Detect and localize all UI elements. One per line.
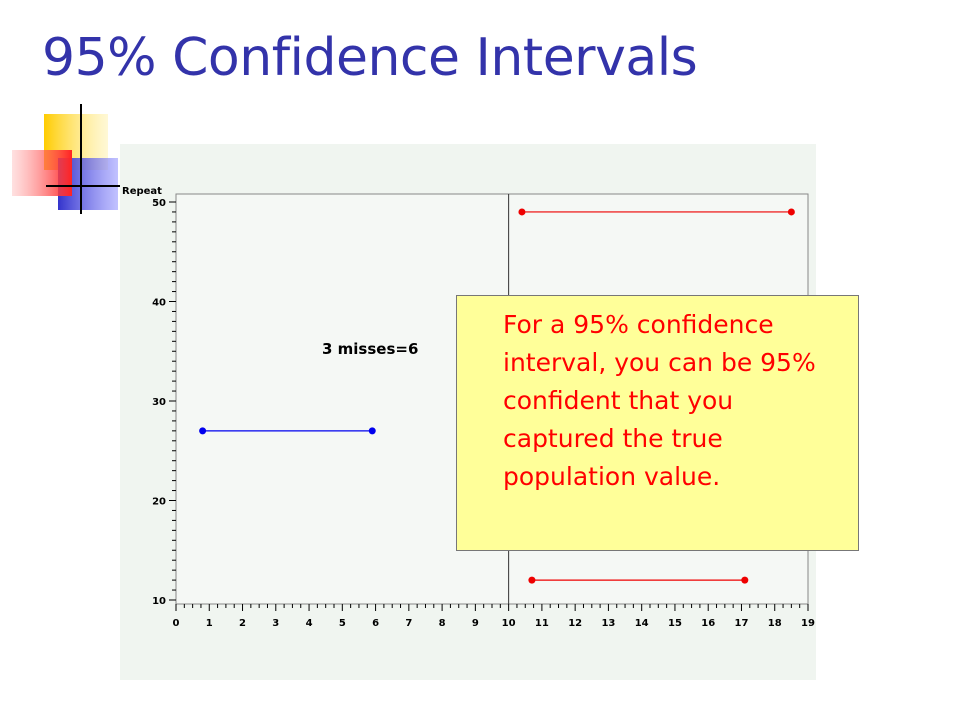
decor-red-square: [12, 150, 72, 196]
y-tick-label: 20: [152, 497, 166, 508]
interval-lower-point: [528, 576, 536, 584]
x-tick-label: 7: [405, 618, 412, 629]
x-tick-label: 0: [173, 618, 180, 629]
x-tick-label: 5: [339, 618, 346, 629]
interval-lower-point: [518, 208, 526, 216]
x-tick-label: 19: [801, 618, 815, 629]
y-tick-label: 50: [152, 198, 166, 209]
callout-text: For a 95% confidence interval, you can b…: [503, 310, 816, 491]
x-tick-label: 3: [272, 618, 279, 629]
interval-upper-point: [368, 427, 376, 435]
y-axis-ticks: 10 20 30 40 50: [152, 198, 176, 607]
misses-annotation: 3 misses=6: [322, 340, 418, 358]
y-tick-label: 40: [152, 298, 166, 309]
y-tick-label: 10: [152, 596, 166, 607]
x-tick-label: 10: [502, 618, 516, 629]
interval-lower-point: [199, 427, 207, 435]
x-tick-label: 2: [239, 618, 246, 629]
interval-series: [199, 208, 795, 584]
interval-upper-point: [787, 208, 795, 216]
slide-title: 95% Confidence Intervals: [42, 28, 698, 88]
x-axis-ticks: 0 1 2 3 4 5 6 7 8 9 10 11 12 13 14 15 16 17 18 19: [173, 604, 815, 629]
x-tick-label: 9: [472, 618, 479, 629]
x-tick-label: 18: [768, 618, 782, 629]
x-tick-label: 4: [306, 618, 313, 629]
x-tick-label: 8: [439, 618, 446, 629]
x-tick-label: 14: [635, 618, 649, 629]
x-tick-label: 15: [668, 618, 682, 629]
x-tick-label: 12: [568, 618, 582, 629]
y-axis-label: Repeat: [122, 186, 162, 197]
y-tick-label: 30: [152, 397, 166, 408]
corner-decoration: [12, 104, 130, 214]
x-tick-label: 16: [701, 618, 715, 629]
explanation-callout: For a 95% confidence interval, you can b…: [456, 295, 859, 551]
interval-upper-point: [741, 576, 749, 584]
x-tick-label: 11: [535, 618, 549, 629]
x-tick-label: 1: [206, 618, 213, 629]
x-tick-label: 17: [735, 618, 749, 629]
x-tick-label: 13: [601, 618, 615, 629]
x-tick-label: 6: [372, 618, 379, 629]
